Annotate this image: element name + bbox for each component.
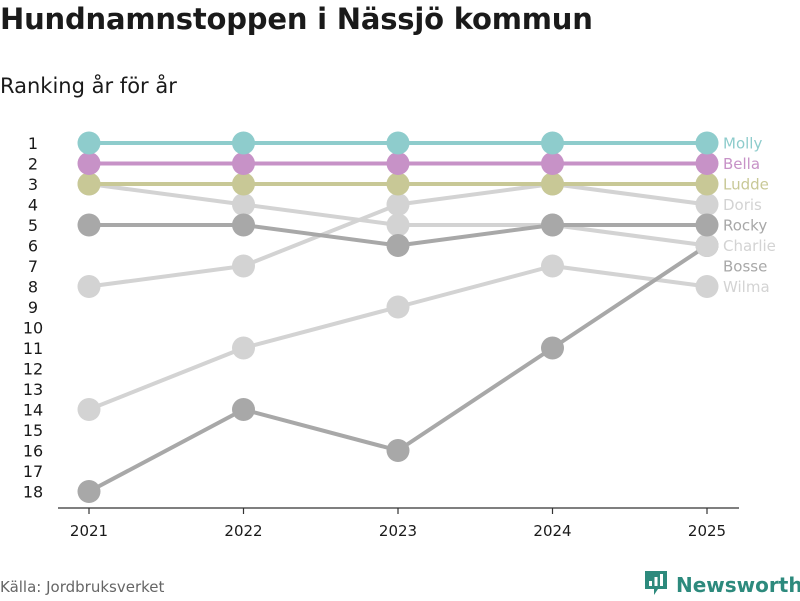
data-point[interactable] bbox=[541, 152, 564, 175]
y-tick-label: 4 bbox=[28, 196, 38, 215]
brand-name: Newsworthy bbox=[676, 573, 800, 597]
data-point[interactable] bbox=[386, 152, 410, 175]
x-tick-label: 2021 bbox=[70, 522, 108, 540]
data-point[interactable] bbox=[386, 172, 410, 196]
y-tick-label: 8 bbox=[28, 278, 38, 297]
data-point[interactable] bbox=[541, 254, 564, 278]
data-point[interactable] bbox=[232, 152, 255, 175]
data-point[interactable] bbox=[77, 213, 101, 237]
legend-label-charlie: Charlie bbox=[723, 237, 776, 255]
data-point[interactable] bbox=[386, 213, 410, 237]
y-tick-label: 12 bbox=[23, 360, 43, 379]
y-tick-label: 15 bbox=[23, 421, 43, 440]
data-point[interactable] bbox=[695, 234, 719, 257]
y-tick-label: 9 bbox=[28, 298, 38, 317]
y-tick-label: 18 bbox=[23, 483, 43, 502]
data-point[interactable] bbox=[232, 254, 255, 278]
data-point[interactable] bbox=[386, 234, 410, 257]
data-point[interactable] bbox=[77, 152, 101, 175]
data-point[interactable] bbox=[541, 213, 564, 237]
data-point[interactable] bbox=[77, 275, 101, 298]
data-point[interactable] bbox=[695, 213, 719, 237]
data-point[interactable] bbox=[232, 131, 255, 155]
x-axis: 2021 2022 2023 2024 2025 bbox=[58, 507, 739, 540]
data-point[interactable] bbox=[232, 172, 255, 196]
series-wilma bbox=[77, 254, 719, 421]
data-point[interactable] bbox=[541, 336, 564, 360]
data-point[interactable] bbox=[695, 193, 719, 216]
data-point[interactable] bbox=[77, 131, 101, 155]
data-point[interactable] bbox=[232, 398, 255, 421]
legend-label-doris: Doris bbox=[723, 196, 762, 214]
chart-title: Hundnamnstoppen i Nässjö kommun bbox=[0, 2, 593, 36]
data-point[interactable] bbox=[695, 275, 719, 298]
data-point[interactable] bbox=[386, 295, 410, 319]
legend-label-ludde: Ludde bbox=[723, 176, 769, 194]
y-tick-label: 11 bbox=[23, 339, 43, 358]
data-point[interactable] bbox=[695, 131, 719, 155]
end-labels: Molly Bella Ludde Doris Rocky Charlie Bosse Wil… bbox=[723, 135, 776, 297]
data-point[interactable] bbox=[695, 172, 719, 196]
data-point[interactable] bbox=[386, 193, 410, 216]
y-tick-label: 13 bbox=[23, 380, 43, 399]
data-point[interactable] bbox=[232, 193, 255, 216]
data-point[interactable] bbox=[541, 172, 564, 196]
y-tick-label: 17 bbox=[23, 462, 43, 481]
y-tick-label: 3 bbox=[28, 175, 38, 194]
data-point[interactable] bbox=[77, 172, 101, 196]
data-point[interactable] bbox=[232, 213, 255, 237]
y-tick-label: 7 bbox=[28, 257, 38, 276]
data-point[interactable] bbox=[386, 439, 410, 462]
data-point[interactable] bbox=[541, 131, 564, 155]
data-point[interactable] bbox=[232, 336, 255, 360]
y-tick-label: 14 bbox=[23, 401, 43, 420]
x-tick-label: 2022 bbox=[224, 522, 262, 540]
y-tick-label: 5 bbox=[28, 216, 38, 235]
legend-label-molly: Molly bbox=[723, 135, 762, 153]
x-tick-label: 2023 bbox=[379, 522, 417, 540]
y-tick-label: 16 bbox=[23, 442, 43, 461]
data-point[interactable] bbox=[77, 398, 101, 421]
legend-label-bella: Bella bbox=[723, 155, 760, 173]
brand-logo[interactable]: Newsworthy bbox=[643, 570, 800, 600]
x-tick-label: 2025 bbox=[688, 522, 726, 540]
chart-subtitle: Ranking år för år bbox=[0, 74, 177, 98]
series-ludde bbox=[77, 172, 719, 196]
y-tick-label: 10 bbox=[23, 319, 43, 338]
x-tick-label: 2024 bbox=[533, 522, 571, 540]
data-point[interactable] bbox=[77, 480, 101, 503]
series-bella bbox=[77, 152, 719, 175]
series-line-wilma bbox=[88, 264, 708, 412]
legend-label-rocky: Rocky bbox=[723, 217, 767, 235]
series-molly bbox=[77, 131, 719, 155]
series-rocky bbox=[77, 213, 719, 257]
data-point[interactable] bbox=[695, 152, 719, 175]
legend-label-bosse: Bosse bbox=[723, 258, 767, 276]
bar-chart-logo-icon bbox=[643, 569, 669, 601]
y-tick-label: 6 bbox=[28, 237, 38, 256]
y-tick-label: 2 bbox=[28, 155, 38, 174]
source-note: Källa: Jordbruksverket bbox=[0, 578, 165, 596]
legend-label-wilma: Wilma bbox=[723, 278, 770, 296]
data-point[interactable] bbox=[386, 131, 410, 155]
y-tick-label: 1 bbox=[28, 134, 38, 153]
series-layer bbox=[77, 131, 719, 503]
